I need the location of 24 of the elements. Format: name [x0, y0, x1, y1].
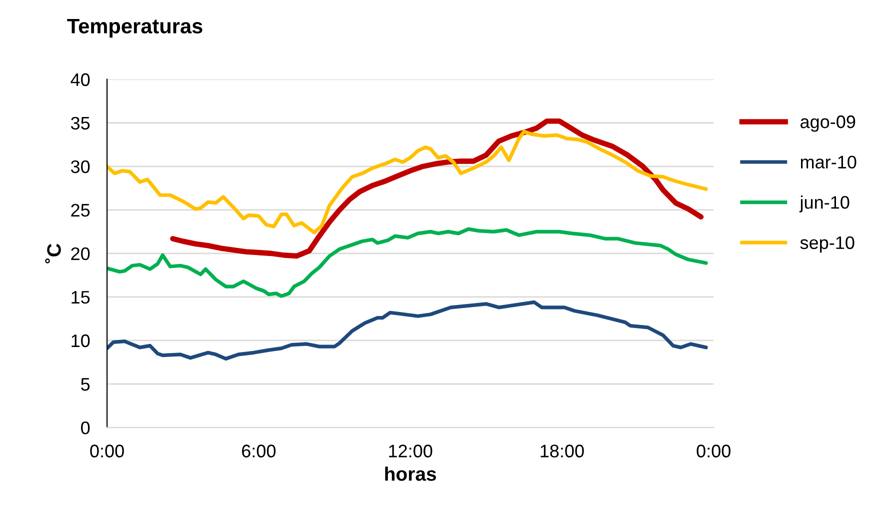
legend-label: jun-10: [799, 196, 850, 212]
legend-label: mar-10: [800, 156, 856, 169]
y-tick-label: 15: [72, 291, 90, 304]
y-tick-label: 40: [70, 73, 90, 86]
y-tick-label: 5: [81, 378, 90, 391]
line-series: [107, 300, 708, 361]
x-tick-label: 12:00: [389, 444, 432, 458]
y-tick-label: 25: [71, 204, 90, 217]
x-tick-label: 0:00: [90, 444, 124, 458]
legend-label: sep-10: [800, 236, 854, 253]
y-tick-label: 20: [71, 247, 90, 260]
line-series: [107, 227, 708, 298]
y-tick-label: 0: [81, 421, 90, 434]
line-series: [107, 130, 708, 234]
y-tick-label: 35: [70, 116, 90, 130]
x-tick-label: 0:00: [696, 444, 730, 458]
y-tick-label: 10: [72, 334, 90, 348]
legend-label: ago-09: [800, 115, 856, 132]
x-axis-title: horas: [385, 466, 436, 481]
x-tick-label: 18:00: [540, 444, 584, 458]
chart-title: Temperaturas: [67, 18, 202, 38]
y-tick-label: 30: [70, 160, 90, 174]
y-axis-title: ˚C: [45, 244, 61, 264]
x-tick-label: 6:00: [242, 444, 276, 458]
